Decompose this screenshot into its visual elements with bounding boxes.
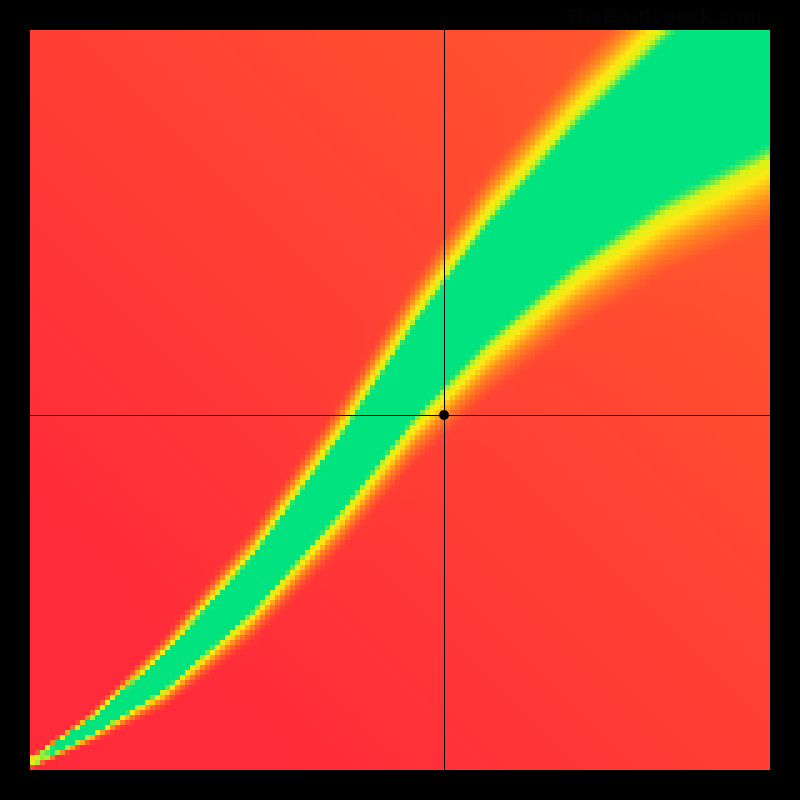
crosshair-vertical — [444, 30, 445, 770]
watermark-text: TheBottleneck.com — [564, 4, 762, 30]
bottleneck-marker — [439, 410, 449, 420]
crosshair-horizontal — [30, 415, 770, 416]
heatmap-canvas — [30, 30, 770, 770]
heatmap-plot — [30, 30, 770, 770]
